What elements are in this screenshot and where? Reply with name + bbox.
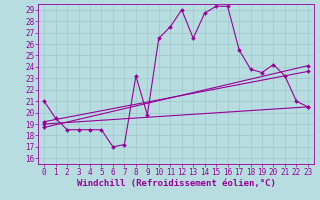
X-axis label: Windchill (Refroidissement éolien,°C): Windchill (Refroidissement éolien,°C) [76, 179, 276, 188]
